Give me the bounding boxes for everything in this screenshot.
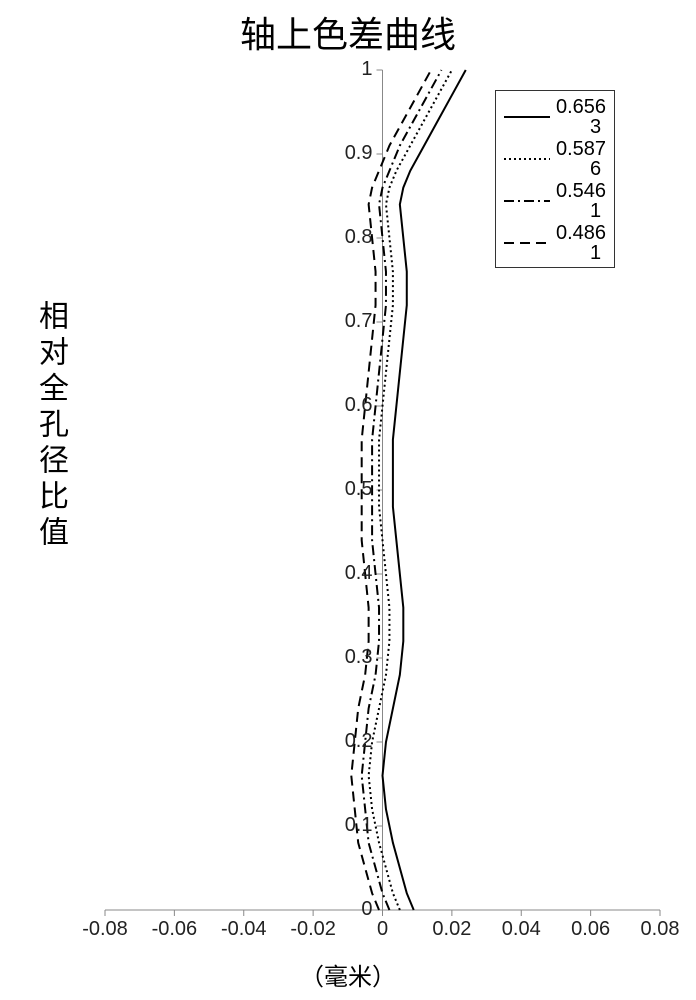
legend-label: 0.4861 bbox=[556, 223, 606, 263]
legend-item-0.4861: 0.4861 bbox=[504, 223, 606, 263]
y-tick-label: 0.7 bbox=[345, 310, 373, 333]
y-tick-label: 0 bbox=[361, 898, 372, 921]
x-tick-label: 0.06 bbox=[561, 918, 621, 941]
y-tick-label: 0.9 bbox=[345, 142, 373, 165]
legend-item-0.5461: 0.5461 bbox=[504, 181, 606, 221]
series-0.6563 bbox=[383, 70, 466, 910]
y-tick-label: 0.8 bbox=[345, 226, 373, 249]
x-tick-label: -0.04 bbox=[214, 918, 274, 941]
legend-label: 0.5876 bbox=[556, 139, 606, 179]
x-tick-label: 0 bbox=[353, 918, 413, 941]
x-tick-label: -0.02 bbox=[283, 918, 343, 941]
x-tick-label: 0.04 bbox=[491, 918, 551, 941]
y-tick-label: 0.2 bbox=[345, 730, 373, 753]
legend: 0.65630.58760.54610.4861 bbox=[495, 90, 615, 268]
x-tick-label: 0.02 bbox=[422, 918, 482, 941]
legend-label: 0.5461 bbox=[556, 181, 606, 221]
y-tick-label: 0.3 bbox=[345, 646, 373, 669]
y-tick-label: 1 bbox=[361, 58, 372, 81]
legend-item-0.5876: 0.5876 bbox=[504, 139, 606, 179]
legend-label: 0.6563 bbox=[556, 97, 606, 137]
y-tick-label: 0.4 bbox=[345, 562, 373, 585]
y-tick-label: 0.5 bbox=[345, 478, 373, 501]
y-tick-label: 0.6 bbox=[345, 394, 373, 417]
legend-item-0.6563: 0.6563 bbox=[504, 97, 606, 137]
x-tick-label: -0.08 bbox=[75, 918, 135, 941]
y-tick-label: 0.1 bbox=[345, 814, 373, 837]
x-tick-label: -0.06 bbox=[144, 918, 204, 941]
x-tick-label: 0.08 bbox=[630, 918, 690, 941]
